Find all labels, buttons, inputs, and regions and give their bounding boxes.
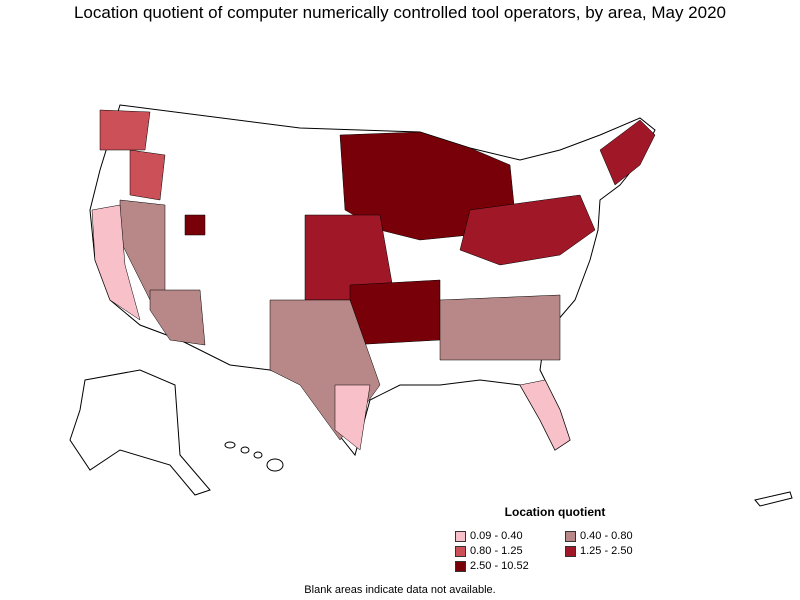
legend-label-4: 1.25 - 2.50 xyxy=(580,545,633,557)
legend-swatch-2 xyxy=(565,530,576,542)
region-washington xyxy=(99,109,151,151)
map-title: Location quotient of computer numericall… xyxy=(73,3,727,22)
legend-title: Location quotient xyxy=(504,505,606,519)
legend-item-3: 0.80 - 1.25 xyxy=(455,545,523,557)
legend-swatch-1 xyxy=(455,530,466,542)
legend: Location quotient 0.09 - 0.40 0.40 - 0.8… xyxy=(455,505,695,575)
legend-item-5: 2.50 - 10.52 xyxy=(455,560,529,572)
legend-swatch-5 xyxy=(455,560,466,572)
region-idaho xyxy=(129,149,166,201)
region-southeast xyxy=(439,294,561,361)
hawaii-islands xyxy=(224,441,284,472)
alaska-outline xyxy=(69,369,211,496)
region-florida xyxy=(519,379,571,451)
legend-label-5: 2.50 - 10.52 xyxy=(470,560,529,572)
legend-label-1: 0.09 - 0.40 xyxy=(470,530,523,542)
region-new-england xyxy=(599,119,656,186)
legend-item-1: 0.09 - 0.40 xyxy=(455,530,523,542)
legend-label-2: 0.40 - 0.80 xyxy=(580,530,633,542)
legend-swatch-4 xyxy=(565,545,576,557)
puerto-rico-outline xyxy=(754,491,793,507)
legend-item-2: 0.40 - 0.80 xyxy=(565,530,633,542)
area-regions xyxy=(91,109,656,451)
legend-item-4: 1.25 - 2.50 xyxy=(565,545,633,557)
footnote: Blank areas indicate data not available. xyxy=(304,584,496,596)
region-arizona xyxy=(149,289,206,346)
legend-swatch-3 xyxy=(455,545,466,557)
region-ohio-valley xyxy=(459,194,596,266)
legend-label-3: 0.80 - 1.25 xyxy=(470,545,523,557)
region-arkansas xyxy=(349,279,441,346)
region-california xyxy=(91,204,141,321)
region-texas-gulf xyxy=(334,384,371,451)
region-utah xyxy=(184,214,206,236)
